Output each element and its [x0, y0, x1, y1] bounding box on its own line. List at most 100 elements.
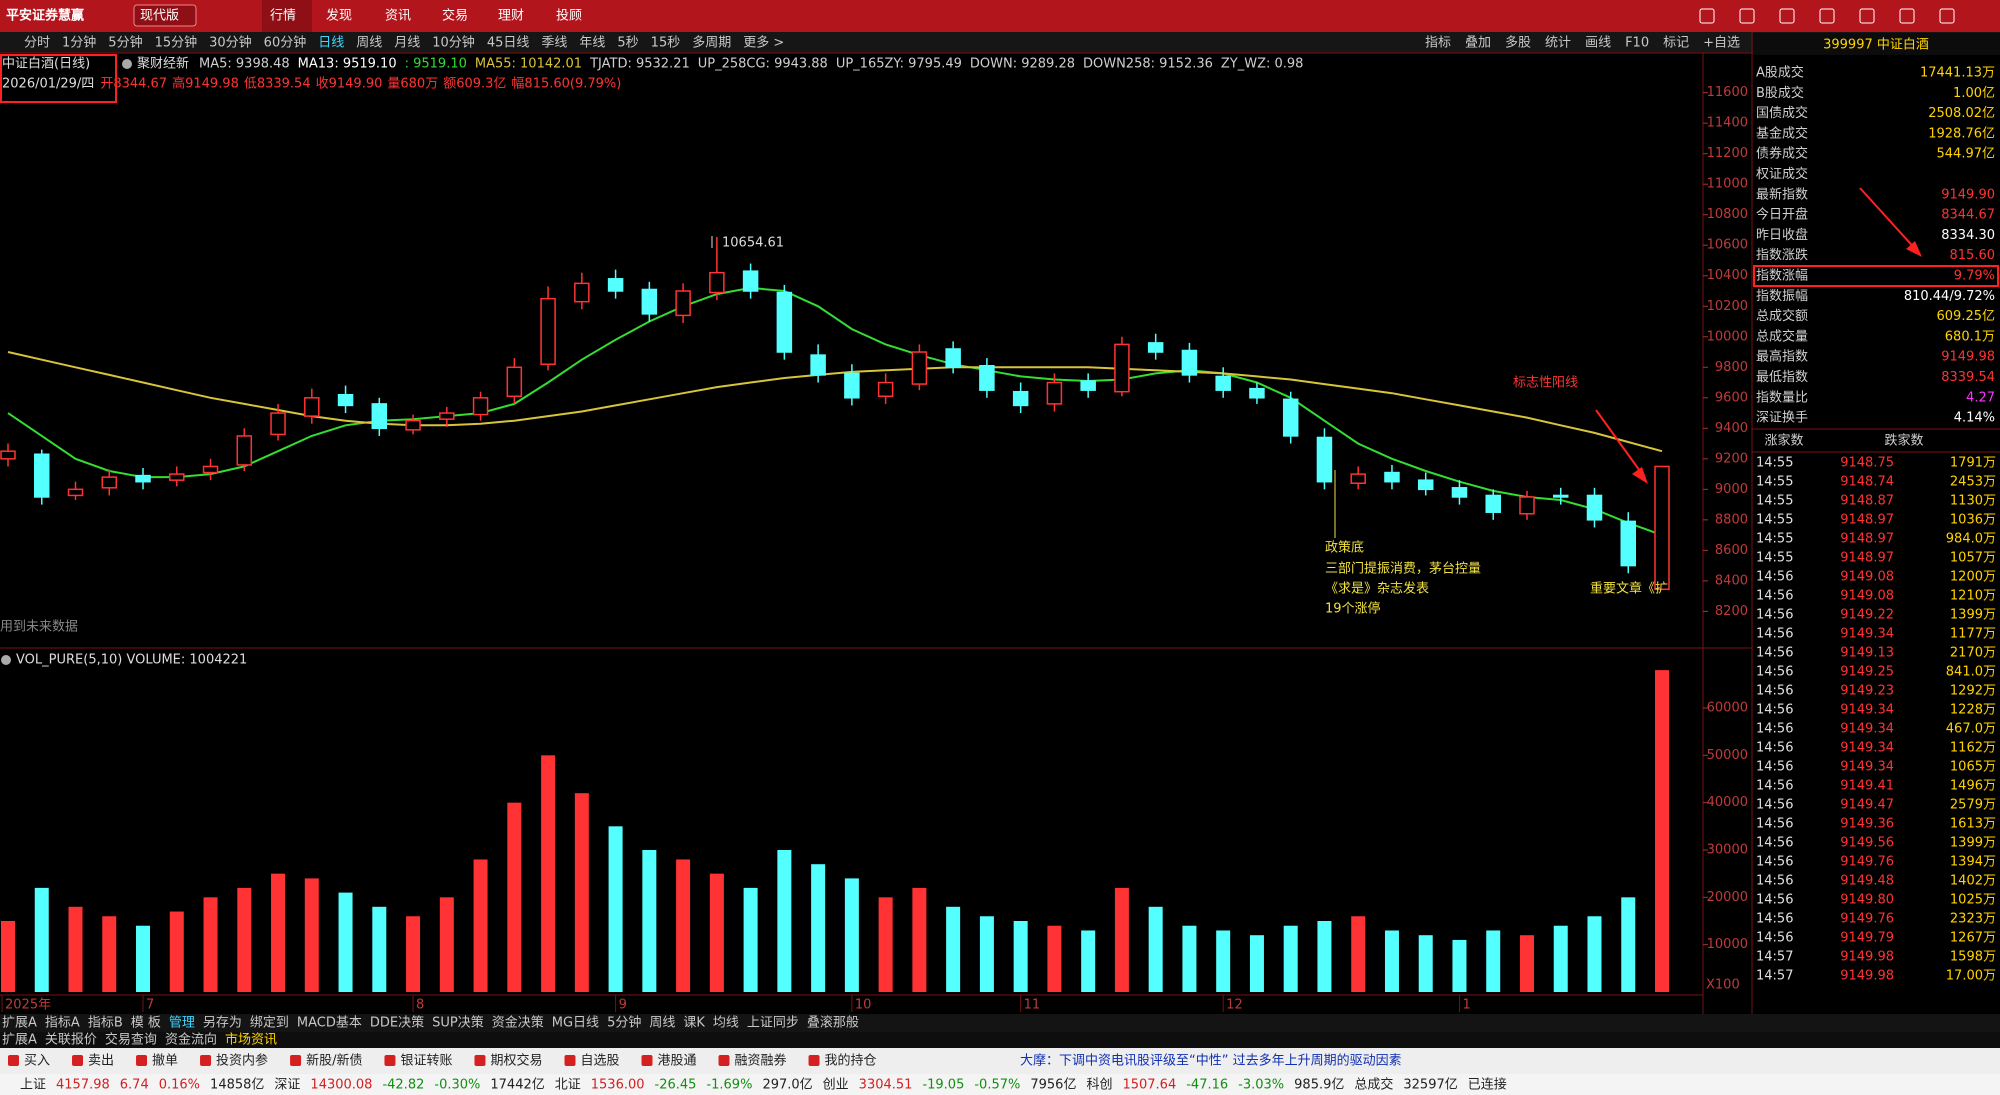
bottom-tab[interactable]: 市场资讯: [225, 1032, 277, 1048]
status-item: 北证: [555, 1078, 581, 1093]
tool-button[interactable]: 指标: [1425, 36, 1451, 51]
tick-volume: 1399万: [1950, 608, 1996, 623]
bottom-tab[interactable]: 资金决策: [492, 1015, 544, 1031]
volume-bar: [1317, 920, 1332, 992]
period-button[interactable]: 日线: [318, 36, 344, 51]
action-button[interactable]: 银证转账: [400, 1054, 452, 1069]
action-button[interactable]: 买入: [24, 1054, 50, 1069]
tick-price: 9149.23: [1840, 684, 1894, 699]
action-button[interactable]: 融资融券: [735, 1053, 787, 1069]
tool-button[interactable]: F10: [1625, 36, 1649, 51]
tick-price: 9149.48: [1840, 874, 1894, 889]
tool-button[interactable]: 统计: [1545, 36, 1571, 51]
quote-label: 昨日收盘: [1756, 227, 1808, 243]
tool-button[interactable]: 叠加: [1465, 36, 1491, 51]
volume-bar: [372, 906, 387, 992]
bottom-tab[interactable]: 模 板: [131, 1016, 161, 1031]
menu-tab[interactable]: 资讯: [385, 9, 411, 24]
bottom-tab[interactable]: 周线: [649, 1016, 675, 1031]
bottom-tab[interactable]: 上证同步: [747, 1016, 799, 1031]
period-button[interactable]: 5分钟: [108, 35, 142, 51]
volume-bar: [304, 878, 319, 992]
candle-body: [1350, 473, 1366, 484]
period-button[interactable]: 年线: [579, 36, 605, 51]
bottom-tab[interactable]: 均线: [713, 1016, 739, 1031]
bottom-tab[interactable]: 指标A: [45, 1016, 80, 1031]
candle-body: [574, 282, 590, 303]
menu-tab[interactable]: 交易: [442, 8, 468, 24]
period-button[interactable]: 分时: [24, 36, 50, 51]
bar-quote: 高9149.98: [172, 76, 239, 92]
period-button[interactable]: 1分钟: [62, 35, 96, 51]
volume-bar: [676, 859, 691, 992]
button-icon: [136, 1055, 148, 1066]
tick-price: 9148.97: [1840, 532, 1894, 547]
period-button[interactable]: 更多 >: [743, 35, 784, 51]
bottom-tab[interactable]: 扩展A: [2, 1033, 37, 1048]
bottom-tab[interactable]: 资金流向: [165, 1032, 217, 1048]
tool-button[interactable]: 画线: [1585, 36, 1611, 51]
period-button[interactable]: 10分钟: [432, 35, 475, 51]
tool-button[interactable]: 标记: [1663, 36, 1689, 51]
tick-time: 14:55: [1756, 494, 1793, 509]
candle-body: [776, 291, 793, 353]
bottom-tab[interactable]: 指标B: [88, 1016, 123, 1031]
annotation: 重要文章《扩: [1590, 581, 1668, 597]
period-button[interactable]: 周线: [356, 36, 382, 51]
action-button[interactable]: 我的持仓: [825, 1053, 877, 1069]
bottom-tab[interactable]: 交易查询: [105, 1032, 157, 1048]
action-button[interactable]: 卖出: [88, 1054, 114, 1069]
indicator-value: DOWN: 9289.28: [970, 57, 1075, 72]
tick-price: 9149.34: [1840, 722, 1894, 737]
tick-volume: 1177万: [1950, 627, 1996, 642]
volume-bar: [203, 897, 218, 992]
bottom-tab[interactable]: 管理: [169, 1016, 195, 1031]
status-item: -42.82: [382, 1078, 424, 1093]
period-button[interactable]: 45日线: [487, 36, 530, 51]
bottom-tab[interactable]: MG日线: [552, 1016, 599, 1031]
tick-time: 14:55: [1756, 551, 1793, 566]
action-button[interactable]: 期权交易: [490, 1053, 542, 1069]
quote-value: 544.97亿: [1937, 147, 1996, 162]
period-button[interactable]: 季线: [541, 36, 567, 51]
x-tick-label: 7: [146, 998, 154, 1013]
bottom-tab[interactable]: 另存为: [203, 1016, 242, 1031]
period-button[interactable]: 30分钟: [209, 35, 252, 51]
bottom-tab[interactable]: MACD基本: [297, 1016, 362, 1031]
tick-time: 14:56: [1756, 855, 1793, 870]
bottom-tab[interactable]: 课K: [683, 1016, 705, 1031]
action-button[interactable]: 港股通: [658, 1054, 697, 1069]
annotation: 标志性阳线: [1513, 376, 1578, 391]
bottom-tab[interactable]: 绑定到: [250, 1016, 289, 1031]
action-button[interactable]: 撤单: [152, 1053, 178, 1069]
edition-label[interactable]: 现代版: [140, 9, 179, 24]
action-button[interactable]: 自选股: [580, 1054, 619, 1069]
action-button[interactable]: 新股/新债: [306, 1053, 362, 1069]
bottom-tab[interactable]: 扩展A: [2, 1016, 37, 1031]
bottom-tab[interactable]: SUP决策: [432, 1015, 484, 1031]
tool-button[interactable]: +自选: [1703, 36, 1740, 51]
action-button[interactable]: 投资内参: [216, 1053, 268, 1069]
period-button[interactable]: 60分钟: [264, 35, 307, 51]
quote-label: 国债成交: [1756, 105, 1808, 121]
period-button[interactable]: 月线: [394, 36, 420, 51]
period-button[interactable]: 15分钟: [155, 35, 198, 51]
bottom-tab[interactable]: 关联报价: [45, 1033, 97, 1048]
period-button[interactable]: 多周期: [692, 35, 731, 51]
menu-tab[interactable]: 行情: [270, 9, 296, 24]
bottom-tab[interactable]: 5分钟: [607, 1015, 641, 1031]
tick-volume: 467.0万: [1946, 722, 1996, 737]
menu-tab[interactable]: 投顾: [556, 8, 582, 24]
bottom-tab[interactable]: DDE决策: [370, 1015, 424, 1031]
menu-tab[interactable]: 发现: [326, 8, 352, 24]
status-item: -47.16: [1186, 1078, 1228, 1093]
tool-button[interactable]: 多股: [1505, 35, 1531, 51]
period-button[interactable]: 5秒: [617, 36, 638, 51]
y-tick-label: 8200: [1715, 604, 1748, 619]
tick-volume: 1130万: [1950, 494, 1996, 509]
y-tick-label: 10000: [1707, 329, 1748, 344]
menu-tab[interactable]: 理财: [498, 9, 524, 24]
bottom-tab[interactable]: 叠滚那般: [807, 1015, 859, 1031]
period-button[interactable]: 15秒: [651, 36, 681, 51]
